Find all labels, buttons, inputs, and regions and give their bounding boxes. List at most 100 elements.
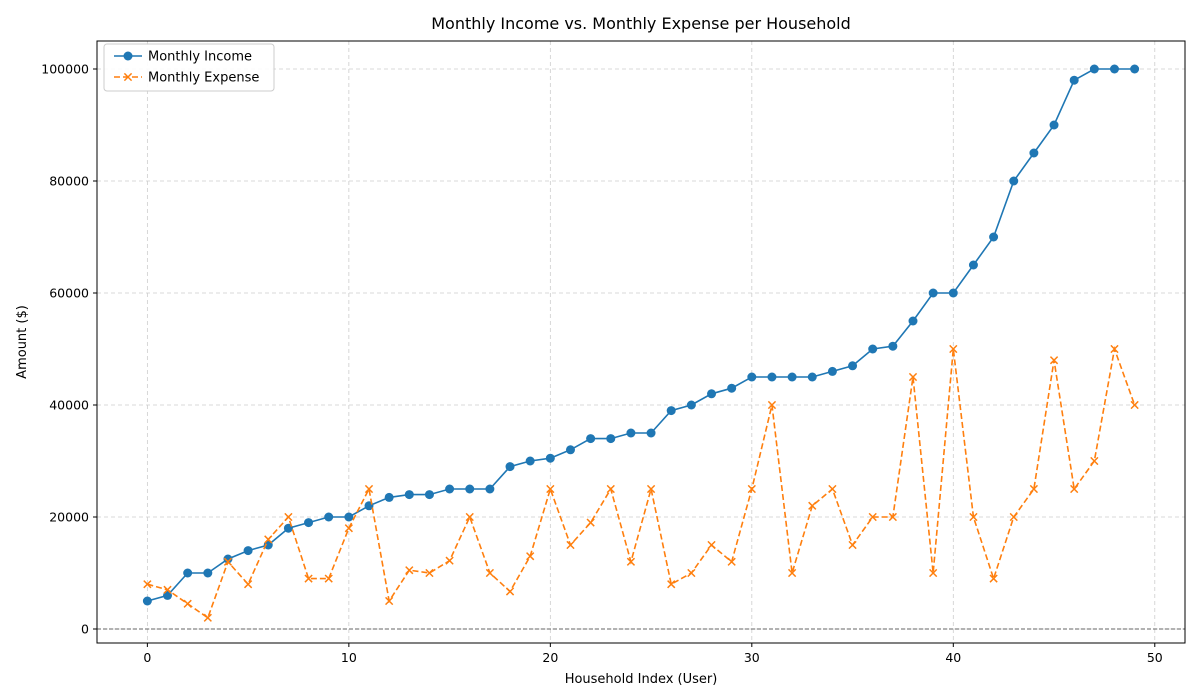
expense-point	[546, 484, 555, 494]
income-point	[1130, 64, 1140, 74]
income-point	[707, 389, 717, 399]
income-point	[948, 288, 958, 298]
income-point	[1049, 120, 1059, 130]
expense-point	[1070, 484, 1079, 494]
expense-point	[727, 557, 736, 566]
expense-point	[1130, 400, 1139, 410]
expense-point	[264, 535, 273, 544]
expense-point	[203, 613, 212, 622]
income-point	[505, 462, 515, 472]
y-tick-label: 100000	[41, 62, 89, 77]
x-tick-label: 50	[1147, 650, 1163, 665]
income-point	[344, 512, 354, 522]
income-point	[1009, 176, 1019, 186]
income-point	[747, 372, 757, 382]
income-point	[263, 540, 273, 550]
income-point	[445, 484, 455, 494]
income-point	[968, 260, 978, 270]
income-point	[324, 512, 334, 522]
expense-point	[787, 568, 797, 578]
income-point	[142, 596, 152, 606]
expense-point	[385, 596, 394, 606]
income-point	[807, 372, 817, 382]
x-axis-label: Household Index (User)	[565, 672, 718, 687]
income-point	[183, 568, 193, 578]
expense-point	[868, 512, 877, 522]
expense-point	[969, 512, 978, 522]
expense-point	[1049, 356, 1059, 365]
income-point	[1109, 64, 1119, 74]
x-tick-label: 30	[744, 650, 760, 665]
income-point	[404, 490, 414, 500]
income-point	[686, 400, 696, 410]
income-point	[727, 383, 737, 393]
income-point	[787, 372, 797, 382]
expense-point	[767, 400, 777, 410]
income-point	[163, 590, 173, 600]
expense-point	[223, 557, 233, 566]
series-line	[147, 345, 1136, 620]
plot-frame	[96, 40, 1186, 644]
expense-point	[566, 540, 575, 550]
expense-point	[1029, 484, 1039, 494]
income-point	[1089, 64, 1099, 74]
income-point	[424, 490, 434, 500]
income-point	[848, 361, 858, 371]
expense-point	[848, 540, 857, 550]
expense-point	[667, 580, 676, 589]
expense-point	[888, 512, 897, 522]
income-point	[525, 456, 535, 466]
expense-point	[445, 556, 454, 565]
income-point	[646, 428, 656, 438]
expense-point	[1090, 456, 1099, 466]
income-point	[908, 316, 918, 326]
expense-point	[485, 568, 495, 578]
y-tick-label: 60000	[49, 286, 89, 301]
expense-point	[163, 585, 172, 594]
legend-label: Monthly Expense	[148, 71, 259, 86]
income-point	[868, 344, 878, 354]
expense-point	[808, 501, 817, 510]
income-point	[827, 366, 837, 376]
expense-point	[989, 574, 998, 583]
y-tick-label: 20000	[49, 510, 89, 525]
expense-point	[908, 372, 918, 382]
y-axis-label: Amount ($)	[15, 305, 30, 379]
legend: Monthly Income Monthly Expense	[103, 43, 275, 92]
income-point	[767, 372, 777, 382]
y-tick-label: 80000	[49, 174, 89, 189]
expense-point	[405, 566, 414, 575]
income-point	[223, 554, 233, 564]
income-point	[1069, 75, 1079, 85]
expense-point	[526, 552, 535, 561]
ticks: 0 10 20 30 40 50 0 20000 40000 60000 80000 100000	[41, 62, 1162, 666]
expense-point	[284, 512, 293, 522]
series-group	[142, 64, 1140, 622]
income-point	[565, 445, 575, 455]
expense-point	[1009, 512, 1018, 522]
y-tick-label: 0	[81, 622, 89, 637]
income-point	[888, 341, 898, 351]
income-point	[606, 434, 616, 444]
income-point	[243, 546, 253, 556]
legend-box	[103, 43, 275, 92]
income-point	[586, 434, 596, 444]
expense-point	[949, 344, 958, 354]
income-point	[666, 406, 676, 416]
income-point	[1029, 148, 1039, 158]
legend-label: Monthly Income	[148, 50, 252, 65]
legend-marker	[123, 72, 133, 82]
income-point	[465, 484, 475, 494]
expense-point	[606, 484, 615, 494]
income-point	[384, 492, 394, 502]
income-point	[928, 288, 938, 298]
x-tick-label: 0	[143, 650, 151, 665]
expense-point	[143, 580, 152, 589]
expense-point	[747, 484, 756, 494]
expense-point	[465, 512, 474, 522]
chart-title: Monthly Income vs. Monthly Expense per H…	[431, 14, 851, 33]
expense-point	[324, 574, 333, 583]
income-point	[989, 232, 999, 242]
